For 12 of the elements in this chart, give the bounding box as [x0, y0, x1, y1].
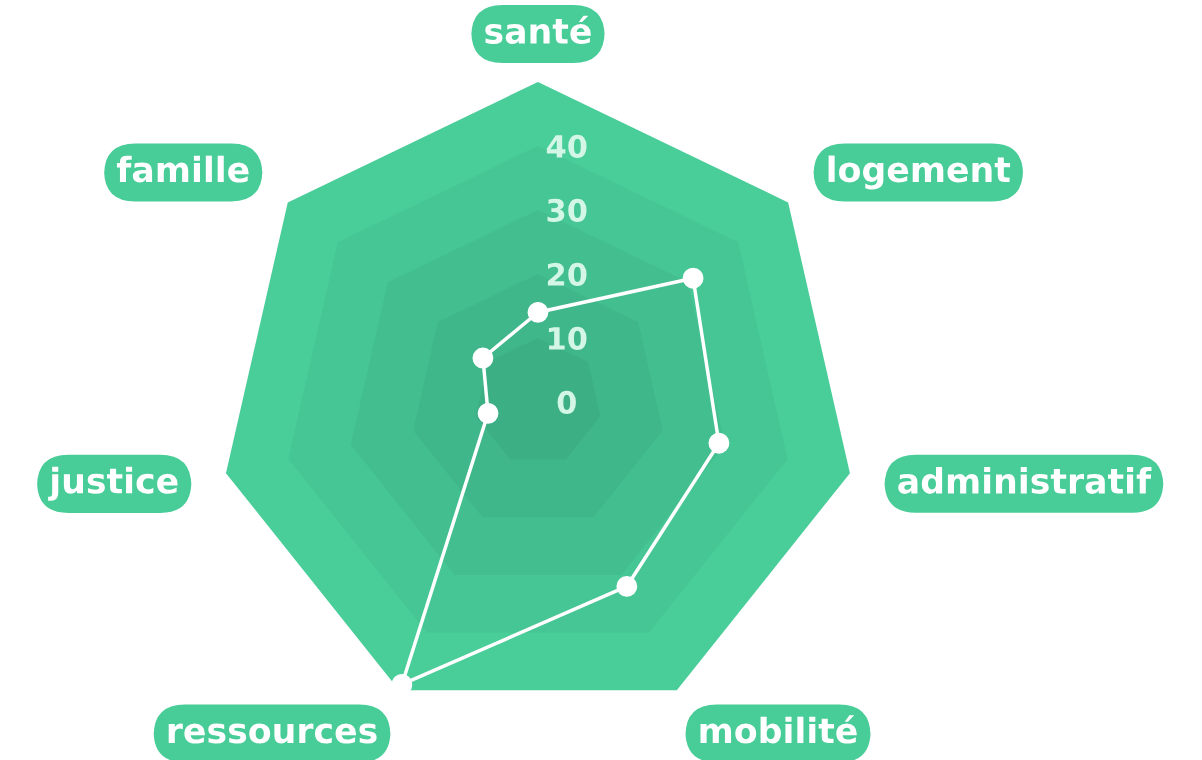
y-tick-label: 20 [547, 262, 587, 286]
y-tick-label: 40 [546, 134, 587, 158]
spoke-label: famille [116, 155, 249, 183]
y-tick-label: 10 [548, 326, 587, 350]
spoke-label: ressources [168, 723, 377, 744]
y-tick-label: 30 [547, 198, 587, 222]
spoke-label: administratif [898, 467, 1152, 494]
spoke-label: mobilité [700, 715, 857, 744]
spoke-label: santé [485, 15, 591, 44]
y-tick-label: 0 [557, 390, 576, 414]
spoke-label: logement [828, 155, 1011, 190]
spoke-label: justice [48, 466, 178, 501]
